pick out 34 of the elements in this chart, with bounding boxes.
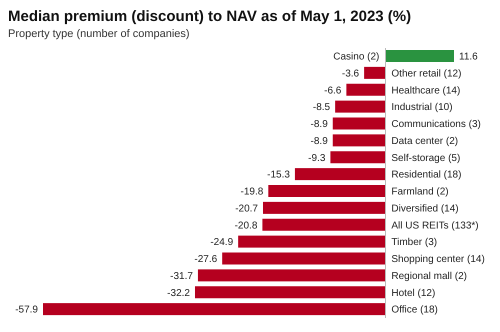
y-tick-label: Farmland (2) (391, 186, 449, 198)
data-label: -8.9 (310, 136, 328, 147)
chart-subtitle: Property type (number of companies) (8, 27, 191, 42)
y-tick-label: Regional mall (2) (391, 270, 467, 282)
y-tick-label: Casino (2) (333, 52, 380, 62)
y-tick-label: Office (18) (391, 304, 438, 316)
data-label: -8.9 (310, 119, 328, 130)
data-label: -27.6 (194, 254, 218, 265)
y-tick-label: Timber (3) (391, 237, 438, 248)
data-label: -15.3 (267, 170, 290, 181)
y-tick-label: Hotel (12) (391, 288, 436, 299)
y-tick-label: Data center (2) (391, 136, 458, 147)
y-tick-label: Diversified (14) (391, 203, 459, 214)
data-label: 11.6 (459, 52, 478, 62)
data-label: -20.7 (235, 203, 258, 214)
data-label: -24.9 (210, 237, 234, 248)
data-label: -6.6 (324, 85, 342, 96)
y-tick-label: Industrial (10) (391, 102, 453, 114)
data-label: -32.2 (167, 288, 190, 299)
y-tick-label: Healthcare (14) (391, 85, 460, 96)
data-label: -19.8 (240, 186, 264, 198)
y-tick-label: Communications (3) (391, 119, 481, 130)
data-label: -8.5 (312, 102, 331, 114)
y-tick-label: Other retail (12) (391, 68, 462, 80)
chart-title: Median premium (discount) to NAV as of May 1, 2023 (%) (8, 8, 412, 26)
y-tick-label: Shopping center (14) (391, 254, 485, 265)
data-label: -3.6 (342, 68, 360, 80)
data-label: -57.9 (15, 304, 38, 316)
y-tick-label: Residential (18) (391, 170, 462, 181)
y-tick-label: All US REITs (133*) (391, 220, 479, 232)
data-label: -31.7 (170, 270, 194, 282)
data-label: -9.3 (308, 152, 326, 164)
y-tick-label: Self-storage (5) (391, 152, 460, 164)
data-label: -20.8 (234, 220, 258, 232)
